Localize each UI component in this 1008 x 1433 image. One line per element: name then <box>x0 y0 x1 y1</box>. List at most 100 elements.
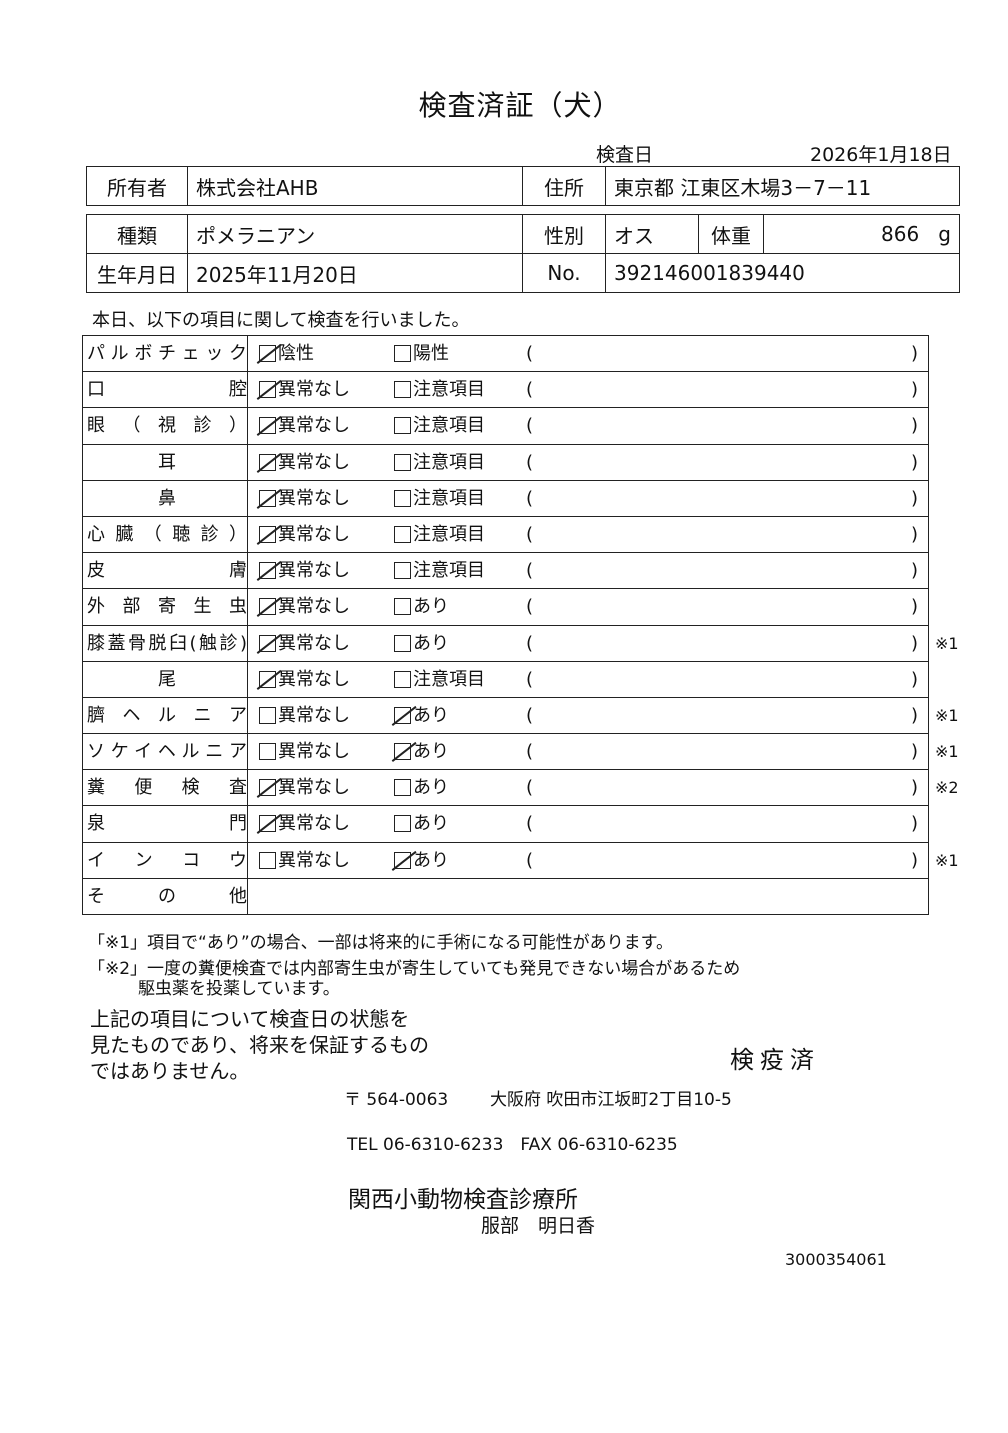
option-2[interactable]: 注意項目 <box>394 553 485 588</box>
checkbox-icon[interactable] <box>394 815 411 833</box>
option-1[interactable]: 異常なし <box>259 662 350 697</box>
option-1[interactable]: 異常なし <box>259 481 350 516</box>
option-2[interactable]: あり <box>394 626 449 661</box>
checkbox-icon[interactable] <box>259 706 276 724</box>
paren-open: ( <box>526 741 534 763</box>
option-1[interactable]: 異常なし <box>259 806 350 841</box>
option-1-label: 異常なし <box>278 451 350 473</box>
option-1[interactable]: 異常なし <box>259 408 350 443</box>
weight-unit: g <box>938 222 951 246</box>
checkbox-icon[interactable] <box>394 670 411 688</box>
clinic-person: 服部 明日香 <box>481 1215 596 1237</box>
paren-open: ( <box>526 777 534 799</box>
paren-close: ) <box>911 668 919 690</box>
paren-close: ) <box>911 560 919 582</box>
option-2-label: 注意項目 <box>413 451 485 473</box>
exam-item-label: 眼（視診） <box>87 408 248 444</box>
exam-item-label: 皮膚 <box>87 553 248 589</box>
checkbox-icon[interactable] <box>259 598 276 616</box>
option-1[interactable]: 異常なし <box>259 626 350 661</box>
paren-close: ) <box>911 343 919 364</box>
checkbox-icon[interactable] <box>259 417 276 435</box>
option-2[interactable]: 注意項目 <box>394 445 485 480</box>
checkbox-icon[interactable] <box>394 562 411 580</box>
checkbox-icon[interactable] <box>394 851 411 869</box>
page-title: 検査済証（犬） <box>418 89 622 122</box>
checkbox-icon[interactable] <box>259 815 276 833</box>
paren-open: ( <box>526 849 534 871</box>
checkbox-icon[interactable] <box>394 779 411 797</box>
paren-open: ( <box>526 523 534 545</box>
checkbox-icon[interactable] <box>259 851 276 869</box>
option-2[interactable]: 注意項目 <box>394 372 485 407</box>
option-2[interactable]: あり <box>394 734 449 769</box>
checkbox-icon[interactable] <box>394 743 411 761</box>
option-2[interactable]: あり <box>394 698 449 733</box>
checkbox-icon[interactable] <box>394 453 411 471</box>
checkbox-icon[interactable] <box>259 345 276 362</box>
option-2[interactable]: 注意項目 <box>394 517 485 552</box>
footnote-ref: ※1 <box>935 705 959 725</box>
option-2-label: 注意項目 <box>413 523 485 545</box>
checkbox-icon[interactable] <box>394 489 411 507</box>
other-label: その他 <box>87 878 248 914</box>
paren-close: ) <box>911 523 919 545</box>
option-2[interactable]: あり <box>394 770 449 805</box>
paren-close: ) <box>911 813 919 835</box>
option-1[interactable]: 異常なし <box>259 445 350 480</box>
exam-row: ソケイヘルニア 異常なし あり ( ) ※1 <box>83 734 959 771</box>
owner-table: 所有者 株式会社AHB 住所 東京都 江東区木場3－7－11 <box>86 166 960 206</box>
checkbox-icon[interactable] <box>259 489 276 507</box>
paren-close: ) <box>911 596 919 618</box>
checkbox-icon[interactable] <box>259 634 276 652</box>
option-1[interactable]: 異常なし <box>259 734 350 769</box>
exam-row: 膝蓋骨脱臼(触診) 異常なし あり ( ) ※1 <box>83 625 959 662</box>
option-1-label: 異常なし <box>278 813 350 835</box>
address-value: 東京都 江東区木場3－7－11 <box>605 166 960 206</box>
exam-item-label: 外部寄生虫 <box>87 589 248 625</box>
exam-item-label: ソケイヘルニア <box>87 734 248 770</box>
checkbox-icon[interactable] <box>259 525 276 543</box>
note-1: 「※1」項目で“あり”の場合、一部は将来的に手術になる可能性があります。 <box>88 933 673 953</box>
option-2-label: あり <box>413 813 449 835</box>
owner-value: 株式会社AHB <box>187 166 523 206</box>
option-1[interactable]: 異常なし <box>259 843 350 878</box>
option-1[interactable]: 陰性 <box>259 336 314 371</box>
option-1[interactable]: 異常なし <box>259 372 350 407</box>
option-2[interactable]: 注意項目 <box>394 481 485 516</box>
checkbox-icon[interactable] <box>259 743 276 761</box>
option-1[interactable]: 異常なし <box>259 770 350 805</box>
option-2-label: あり <box>413 849 449 871</box>
paren-open: ( <box>526 487 534 509</box>
option-1[interactable]: 異常なし <box>259 553 350 588</box>
checkbox-icon[interactable] <box>394 345 411 362</box>
option-2-label: 陽性 <box>413 343 449 364</box>
checkbox-icon[interactable] <box>259 453 276 471</box>
option-2[interactable]: あり <box>394 806 449 841</box>
paren-open: ( <box>526 379 534 401</box>
option-1[interactable]: 異常なし <box>259 517 350 552</box>
option-2[interactable]: あり <box>394 589 449 624</box>
option-2[interactable]: 注意項目 <box>394 662 485 697</box>
option-1[interactable]: 異常なし <box>259 698 350 733</box>
option-2[interactable]: あり <box>394 843 449 878</box>
option-2-label: 注意項目 <box>413 668 485 690</box>
checkbox-icon[interactable] <box>394 381 411 399</box>
checkbox-icon[interactable] <box>259 779 276 797</box>
checkbox-icon[interactable] <box>394 706 411 724</box>
checkbox-icon[interactable] <box>259 562 276 580</box>
option-2[interactable]: 陽性 <box>394 336 449 371</box>
checkbox-icon[interactable] <box>259 670 276 688</box>
exam-row: 外部寄生虫 異常なし あり ( ) <box>83 589 929 626</box>
option-2[interactable]: 注意項目 <box>394 408 485 443</box>
checkbox-icon[interactable] <box>394 525 411 543</box>
option-1[interactable]: 異常なし <box>259 589 350 624</box>
option-1-label: 異常なし <box>278 560 350 582</box>
checkbox-icon[interactable] <box>394 598 411 616</box>
checkbox-icon[interactable] <box>259 381 276 399</box>
exam-row: 耳 異常なし 注意項目 ( ) <box>83 444 929 481</box>
exam-row: 心臓（聴診） 異常なし 注意項目 ( ) <box>83 516 929 554</box>
checkbox-icon[interactable] <box>394 417 411 435</box>
option-1-label: 異常なし <box>278 668 350 690</box>
checkbox-icon[interactable] <box>394 634 411 652</box>
